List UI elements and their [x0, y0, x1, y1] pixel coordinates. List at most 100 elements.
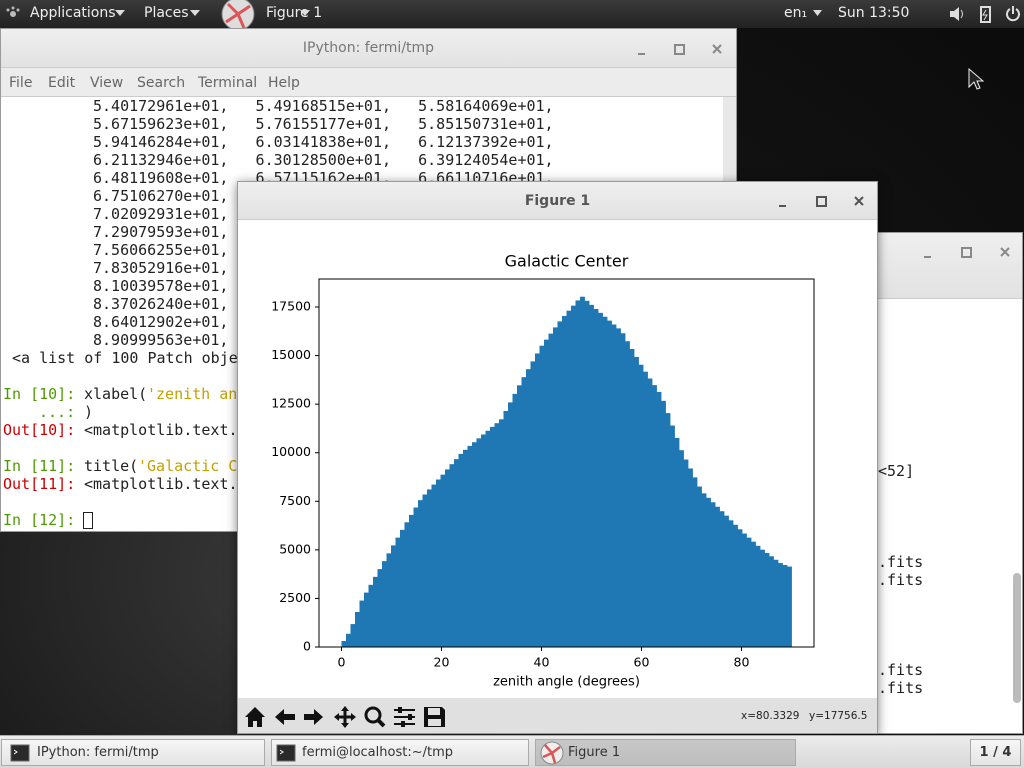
bar: [364, 592, 369, 647]
chart-title: Galactic Center: [505, 252, 629, 271]
bar: [476, 438, 482, 647]
bar: [458, 453, 464, 647]
menu-item[interactable]: Terminal: [198, 75, 258, 91]
x-tick-label: 40: [534, 655, 550, 670]
axes-frame: [318, 278, 815, 648]
taskbar: IPython: fermi/tmp fermi@localhost:~/tmp…: [0, 735, 1024, 768]
bar: [400, 529, 405, 647]
bar: [562, 315, 567, 647]
bar: [382, 561, 387, 647]
workspace-switcher[interactable]: 1 / 4: [970, 739, 1021, 766]
bar: [467, 445, 473, 647]
prompt: Out[10]:: [3, 421, 76, 439]
window-buttons[interactable]: [631, 39, 731, 59]
task-button[interactable]: fermi@localhost:~/tmp: [271, 739, 529, 766]
output-line: <a list of 100 Patch obje: [12, 349, 238, 367]
menu-item[interactable]: Help: [268, 75, 300, 91]
code-string: 'zenith an: [147, 385, 238, 403]
bar: [665, 413, 671, 647]
places-menu[interactable]: Places: [144, 5, 189, 21]
menu-item[interactable]: Search: [137, 75, 186, 91]
window-title: Figure 1: [524, 193, 591, 209]
bar: [427, 489, 432, 647]
bar: [521, 377, 527, 647]
task-label: fermi@localhost:~/tmp: [302, 745, 453, 760]
x-axis-label: zenith angle (degrees): [493, 675, 640, 690]
bar: [346, 633, 351, 647]
bar: [746, 537, 752, 647]
bar: [454, 459, 459, 647]
bar: [688, 468, 693, 647]
applications-menu[interactable]: Applications: [30, 5, 116, 21]
menu-item[interactable]: File: [9, 75, 33, 91]
clock[interactable]: Sun 13:50: [838, 5, 910, 21]
figure-window: Figure 1 Galactic Center 0 20 40 60 80 0 2500 50…: [237, 181, 878, 734]
bar: [629, 348, 635, 647]
code: ): [84, 403, 94, 421]
bar: [359, 600, 365, 647]
x-tick-label: 80: [734, 655, 750, 670]
bar: [728, 520, 734, 647]
bar: [647, 378, 653, 647]
bar: [472, 442, 477, 647]
output-line: 7.56066255e+01,: [93, 241, 229, 259]
terminal-icon: [10, 744, 30, 762]
y-tick-label: 17500: [271, 299, 311, 314]
menu-item[interactable]: View: [90, 75, 124, 91]
bar: [499, 419, 504, 647]
gnome-icon[interactable]: [5, 6, 21, 22]
output-line: 7.83052916e+01,: [93, 259, 229, 277]
bar: [539, 345, 545, 647]
app-icon: [221, 0, 255, 28]
bar: [607, 320, 612, 647]
toolbar-icons[interactable]: [242, 704, 448, 730]
system-icons[interactable]: [948, 5, 1020, 23]
output-line: 5.67159623e+01, 5.76155177e+01, 5.851507…: [93, 115, 554, 133]
bar: [449, 464, 455, 647]
terminal-body: 5.40172961e+01, 5.49168515e+01, 5.581640…: [1, 97, 723, 531]
bar: [395, 537, 401, 647]
active-window-menu[interactable]: Figure 1: [266, 5, 323, 21]
output-line: 7.29079593e+01,: [93, 223, 229, 241]
window-buttons[interactable]: [774, 191, 874, 211]
y-tick-label: 7500: [279, 493, 311, 508]
bar: [409, 514, 414, 647]
bar: [350, 624, 356, 647]
bar: [769, 556, 774, 647]
terminal-icon: [276, 744, 296, 762]
bar: [386, 553, 392, 647]
task-button[interactable]: Figure 1: [535, 739, 796, 766]
output-line: 6.75106270e+01,: [93, 187, 229, 205]
output-line: 5.40172961e+01, 5.49168515e+01, 5.581640…: [93, 97, 554, 115]
bar: [566, 310, 572, 647]
bar: [377, 569, 383, 647]
output-line: 8.90999563e+01,: [93, 331, 229, 349]
workspace-label: 1 / 4: [979, 745, 1012, 760]
bar: [593, 308, 599, 647]
bar: [737, 529, 743, 647]
code: <matplotlib.text.: [84, 475, 238, 493]
figure-icon: [540, 741, 564, 765]
window-title: IPython: fermi/tmp: [302, 40, 435, 56]
bar: [463, 449, 468, 647]
text-line: .fits: [878, 661, 924, 679]
bar: [481, 434, 486, 647]
output-line: 6.21132946e+01, 6.30128500e+01, 6.391240…: [93, 151, 554, 169]
mouse-pointer: [968, 68, 984, 90]
bar: [751, 541, 756, 647]
bar: [445, 469, 450, 647]
bar: [494, 423, 500, 647]
menu-item[interactable]: Edit: [48, 75, 76, 91]
bar: [418, 500, 423, 647]
scrollbar[interactable]: [1013, 573, 1021, 703]
bar: [683, 459, 689, 647]
task-button[interactable]: IPython: fermi/tmp: [1, 739, 265, 766]
bar: [404, 522, 410, 647]
prompt: In [10]:: [3, 385, 76, 403]
bar: [787, 566, 792, 647]
bar: [440, 474, 446, 647]
text-line: .fits: [878, 571, 924, 589]
window-buttons[interactable]: [917, 242, 1017, 262]
keyboard-layout[interactable]: en₁: [784, 5, 808, 21]
bar: [548, 333, 554, 647]
